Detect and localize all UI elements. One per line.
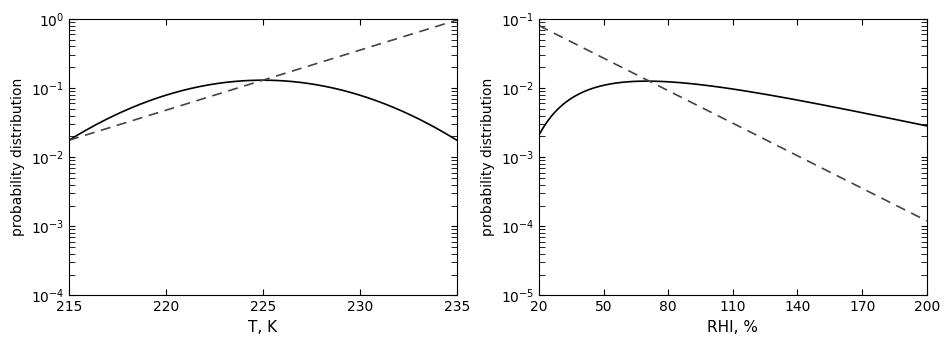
X-axis label: RHI, %: RHI, % [708,320,758,335]
Y-axis label: probability distribution: probability distribution [481,78,495,236]
Y-axis label: probability distribution: probability distribution [11,78,25,236]
X-axis label: T, K: T, K [248,320,278,335]
